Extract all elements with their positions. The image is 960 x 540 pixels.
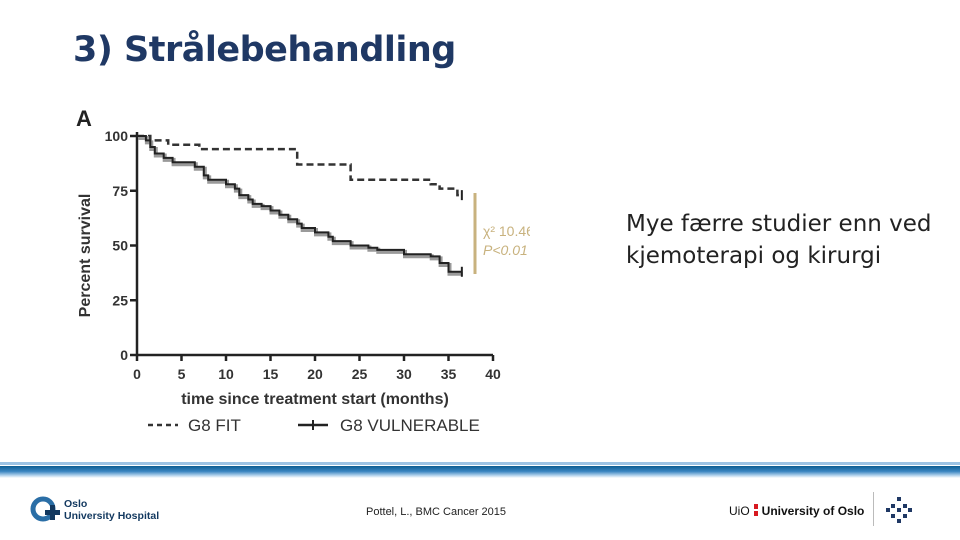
x-tick-label: 0 [133,366,141,382]
citation: Pottel, L., BMC Cancer 2015 [366,506,507,518]
uio-abbreviation: UiO [729,504,750,518]
logo-divider [873,492,874,526]
hospital-name-line1: Oslo [64,498,88,510]
x-tick-label: 10 [218,366,234,382]
slide-title: 3) Strålebehandling [73,30,456,70]
uio-name: University of Oslo [761,504,865,518]
y-tick-label: 25 [112,292,128,308]
x-axis-title: time since treatment start (months) [181,391,449,408]
x-tick-label: 25 [352,366,368,382]
x-tick-label: 5 [178,366,186,382]
p-value-label: P<0.01 [483,242,528,258]
x-tick-label: 30 [396,366,412,382]
series-line-g8-vulnerable [137,135,462,273]
legend-label-g8-fit: G8 FIT [188,416,241,435]
y-tick-label: 50 [112,238,128,254]
chi-square-label: χ² 10.46, [483,223,530,239]
y-tick-label: 75 [112,183,128,199]
uio-dots-icon [886,497,912,523]
hospital-name: Oslo University Hospital [64,498,159,522]
side-note: Mye færre studier enn ved kjemoterapi og… [626,211,932,269]
footer-line [0,462,960,465]
x-tick-label: 15 [263,366,279,382]
y-tick-label: 0 [120,347,128,363]
uio-separator-icon [753,504,758,516]
x-tick-label: 20 [307,366,323,382]
chart-panel-label: A [76,106,92,131]
footer-band [0,466,960,478]
series-line-g8-fit [137,134,462,197]
hospital-name-line2: University Hospital [64,510,160,522]
x-tick-label: 35 [441,366,457,382]
oslo-university-hospital-logo: Oslo University Hospital [30,494,180,528]
university-of-oslo-logo: UiO University of Oslo [729,502,864,522]
y-tick-label: 100 [105,128,129,144]
hospital-cross-icon [30,496,60,522]
x-tick-label: 40 [485,366,501,382]
survival-chart: A 0 25 50 75 100 0 5 10 15 20 25 30 35 40 time since t… [76,106,530,435]
y-axis-title: Percent survival [77,194,94,318]
legend-label-g8-vulnerable: G8 VULNERABLE [340,416,480,435]
